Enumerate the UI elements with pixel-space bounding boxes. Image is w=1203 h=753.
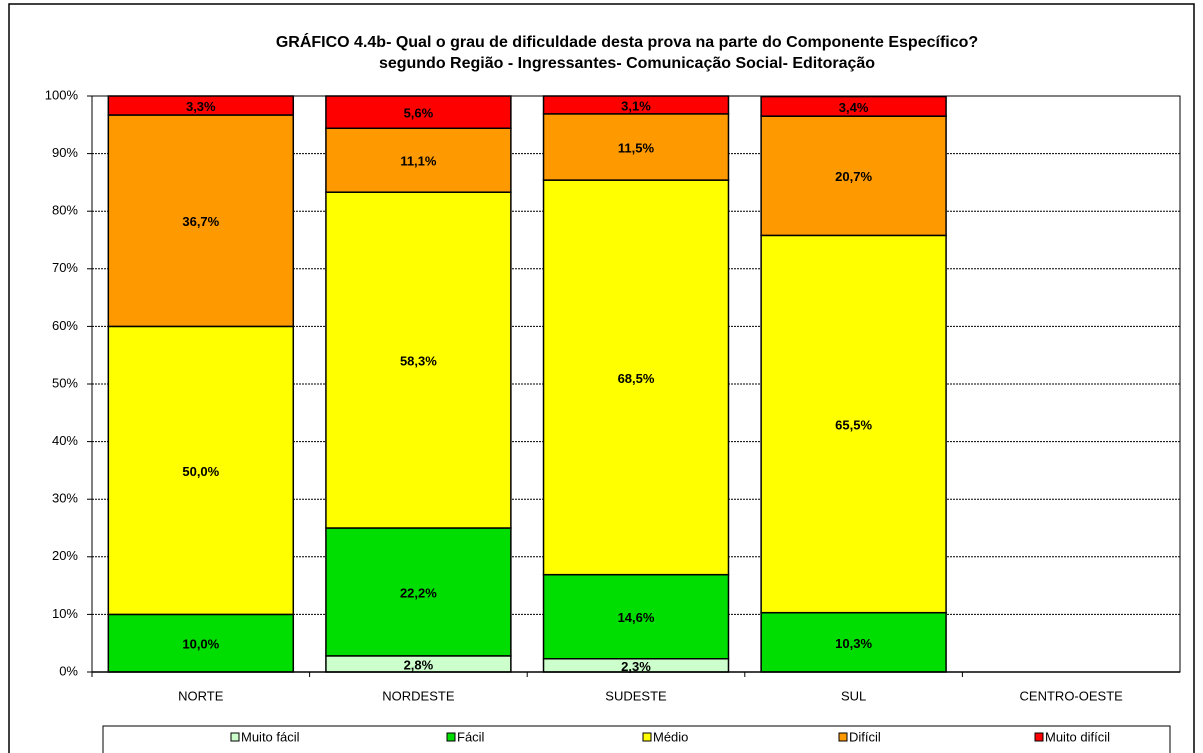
legend-swatch	[1034, 732, 1044, 742]
legend-label: Fácil	[457, 729, 485, 744]
legend-swatch	[446, 732, 456, 742]
y-tick-label: 40%	[52, 433, 78, 448]
y-tick-label: 90%	[52, 145, 78, 160]
bar-segment	[107, 325, 295, 616]
value-label: 68,5%	[618, 371, 655, 386]
value-label: 3,3%	[186, 99, 216, 114]
y-tick-label: 70%	[52, 260, 78, 275]
y-tick-label: 30%	[52, 491, 78, 506]
legend-label: Médio	[653, 729, 688, 744]
x-tick-label: SUL	[841, 688, 866, 703]
value-label: 5,6%	[404, 106, 434, 121]
value-label: 10,0%	[182, 637, 219, 652]
y-tick-label: 50%	[52, 375, 78, 390]
value-label: 3,1%	[621, 98, 651, 113]
value-label: 2,8%	[404, 657, 434, 672]
value-label: 11,1%	[400, 154, 437, 169]
y-tick-label: 20%	[52, 548, 78, 563]
value-label: 20,7%	[835, 169, 872, 184]
bar-segment	[760, 611, 947, 673]
y-tick-label: 80%	[52, 203, 78, 218]
legend-label: Muito difícil	[1045, 729, 1110, 744]
x-tick-label: NORDESTE	[382, 688, 455, 703]
bar-segment	[542, 113, 730, 181]
y-tick-label: 0%	[59, 663, 78, 678]
legend-label: Difícil	[849, 729, 881, 744]
value-label: 50,0%	[182, 464, 219, 479]
bar-segment	[107, 95, 295, 116]
legend-swatch	[230, 732, 240, 742]
y-tick-label: 10%	[52, 606, 78, 621]
value-label: 22,2%	[400, 585, 437, 600]
value-label: 36,7%	[182, 214, 219, 229]
bar-segment	[760, 234, 947, 614]
value-label: 14,6%	[618, 610, 655, 625]
legend-swatch	[838, 732, 848, 742]
value-label: 11,5%	[618, 140, 655, 155]
bar-segment	[542, 95, 730, 115]
legend-label: Muito fácil	[241, 729, 300, 744]
bar-segment	[760, 115, 947, 237]
value-label: 10,3%	[835, 636, 872, 651]
y-tick-label: 60%	[52, 318, 78, 333]
y-tick-label: 100%	[45, 87, 79, 102]
legend-swatch	[642, 732, 652, 742]
bar-segment	[325, 95, 512, 130]
x-tick-label: CENTRO-OESTE	[1020, 688, 1124, 703]
legend-box	[102, 725, 1171, 753]
value-label: 58,3%	[400, 354, 437, 369]
x-tick-label: SUDESTE	[605, 688, 667, 703]
value-label: 2,3%	[621, 659, 651, 674]
chart-subtitle: segundo Região - Ingressantes- Comunicaç…	[379, 55, 875, 72]
value-label: 65,5%	[835, 417, 872, 432]
bar-segment	[325, 191, 512, 529]
chart-title: GRÁFICO 4.4b- Qual o grau de dificuldade…	[276, 32, 978, 51]
bar-segment	[760, 95, 947, 117]
bar-segment	[542, 573, 730, 660]
value-label: 3,4%	[839, 100, 869, 115]
x-tick-label: NORTE	[178, 688, 224, 703]
